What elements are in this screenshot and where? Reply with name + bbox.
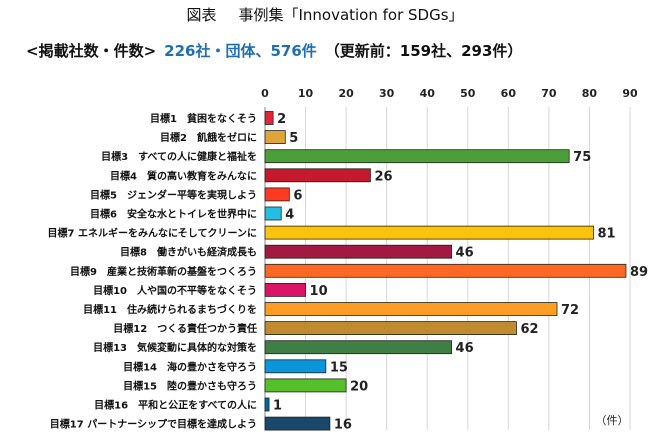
category-label: 目標6 安全な水とトイレを世界中に [90, 208, 257, 221]
x-tick-label: 10 [298, 87, 314, 100]
data-label: 72 [561, 303, 579, 318]
bar [264, 187, 290, 202]
data-label: 46 [456, 341, 474, 356]
x-tick-label: 60 [501, 87, 517, 100]
category-label: 目標7 エネルギーをみんなにそしてクリーンに [48, 227, 257, 240]
bar [264, 168, 371, 183]
data-label: 15 [330, 360, 348, 375]
data-label: 89 [630, 265, 648, 280]
data-label: 20 [350, 379, 368, 394]
category-label: 目標9 産業と技術革新の基盤をつくろう [70, 265, 257, 278]
bar [264, 416, 331, 431]
bar [264, 149, 570, 164]
bar [264, 244, 452, 259]
bar [264, 340, 452, 355]
category-label: 目標2 飢餓をゼロに [160, 131, 257, 144]
category-label: 目標12 つくる責任つかう責任 [113, 322, 257, 335]
bar [264, 111, 274, 125]
x-tick-label: 20 [338, 87, 354, 100]
bar [264, 359, 327, 374]
figure-label: 図表 [186, 6, 217, 24]
chart-title: 図表 事例集「Innovation for SDGs」 [0, 4, 650, 25]
category-label: 目標14 海の豊かさを守ろう [123, 360, 257, 373]
subtitle-note: （更新前：159社、293件） [324, 42, 523, 60]
category-label: 目標4 質の高い教育をみんなに [110, 169, 257, 182]
unit-label: （件） [596, 414, 629, 427]
x-tick-label: 40 [420, 87, 436, 100]
bar [264, 282, 306, 297]
data-label: 81 [598, 227, 616, 242]
data-label: 16 [334, 418, 352, 433]
category-label: 目標1 貧困をなくそう [150, 112, 257, 125]
figure-title: 事例集「Innovation for SDGs」 [238, 6, 464, 24]
data-label: 6 [293, 188, 302, 203]
x-tick-label: 90 [622, 87, 638, 100]
data-label: 46 [456, 246, 474, 261]
x-tick-label: 30 [379, 87, 395, 100]
bar [264, 397, 270, 412]
category-label: 目標17 パートナーシップで目標を達成しよう [50, 418, 257, 431]
bar [264, 321, 517, 336]
category-label: 目標15 陸の豊かさも守ろう [123, 379, 257, 392]
subtitle-highlight: 226社・団体、576件 [164, 42, 317, 60]
data-label: 1 [273, 399, 282, 414]
category-label: 目標16 平和と公正をすべての人に [94, 399, 257, 412]
category-label: 目標10 人や国の不平等をなくそう [93, 284, 257, 297]
data-label: 10 [310, 284, 328, 299]
bar [264, 302, 558, 316]
category-label: 目標3 すべての人に健康と福祉を [101, 150, 257, 163]
x-tick-label: 0 [261, 87, 269, 100]
category-label: 目標8 働きがいも経済成長も [120, 246, 257, 259]
category-label: 目標11 住み続けられるまちづくりを [83, 303, 257, 316]
bar [264, 130, 286, 145]
subtitle-label: <掲載社数・件数> [26, 42, 157, 60]
bar [264, 378, 347, 393]
bar [264, 225, 594, 240]
data-label: 62 [520, 322, 538, 337]
x-tick-label: 50 [460, 87, 476, 100]
chart-subtitle: <掲載社数・件数> 226社・団体、576件 （更新前：159社、293件） [26, 40, 522, 61]
data-label: 5 [289, 131, 298, 146]
category-label: 目標5 ジェンダー平等を実現しよう [90, 188, 257, 201]
data-label: 2 [277, 112, 286, 127]
x-tick-label: 70 [541, 87, 557, 100]
data-label: 75 [573, 150, 591, 165]
data-label: 26 [374, 169, 392, 184]
x-tick-label: 80 [582, 87, 598, 100]
data-label: 4 [285, 208, 294, 223]
bar [264, 206, 282, 221]
category-label: 目標13 気候変動に具体的な対策を [93, 341, 257, 354]
bar [264, 263, 627, 278]
